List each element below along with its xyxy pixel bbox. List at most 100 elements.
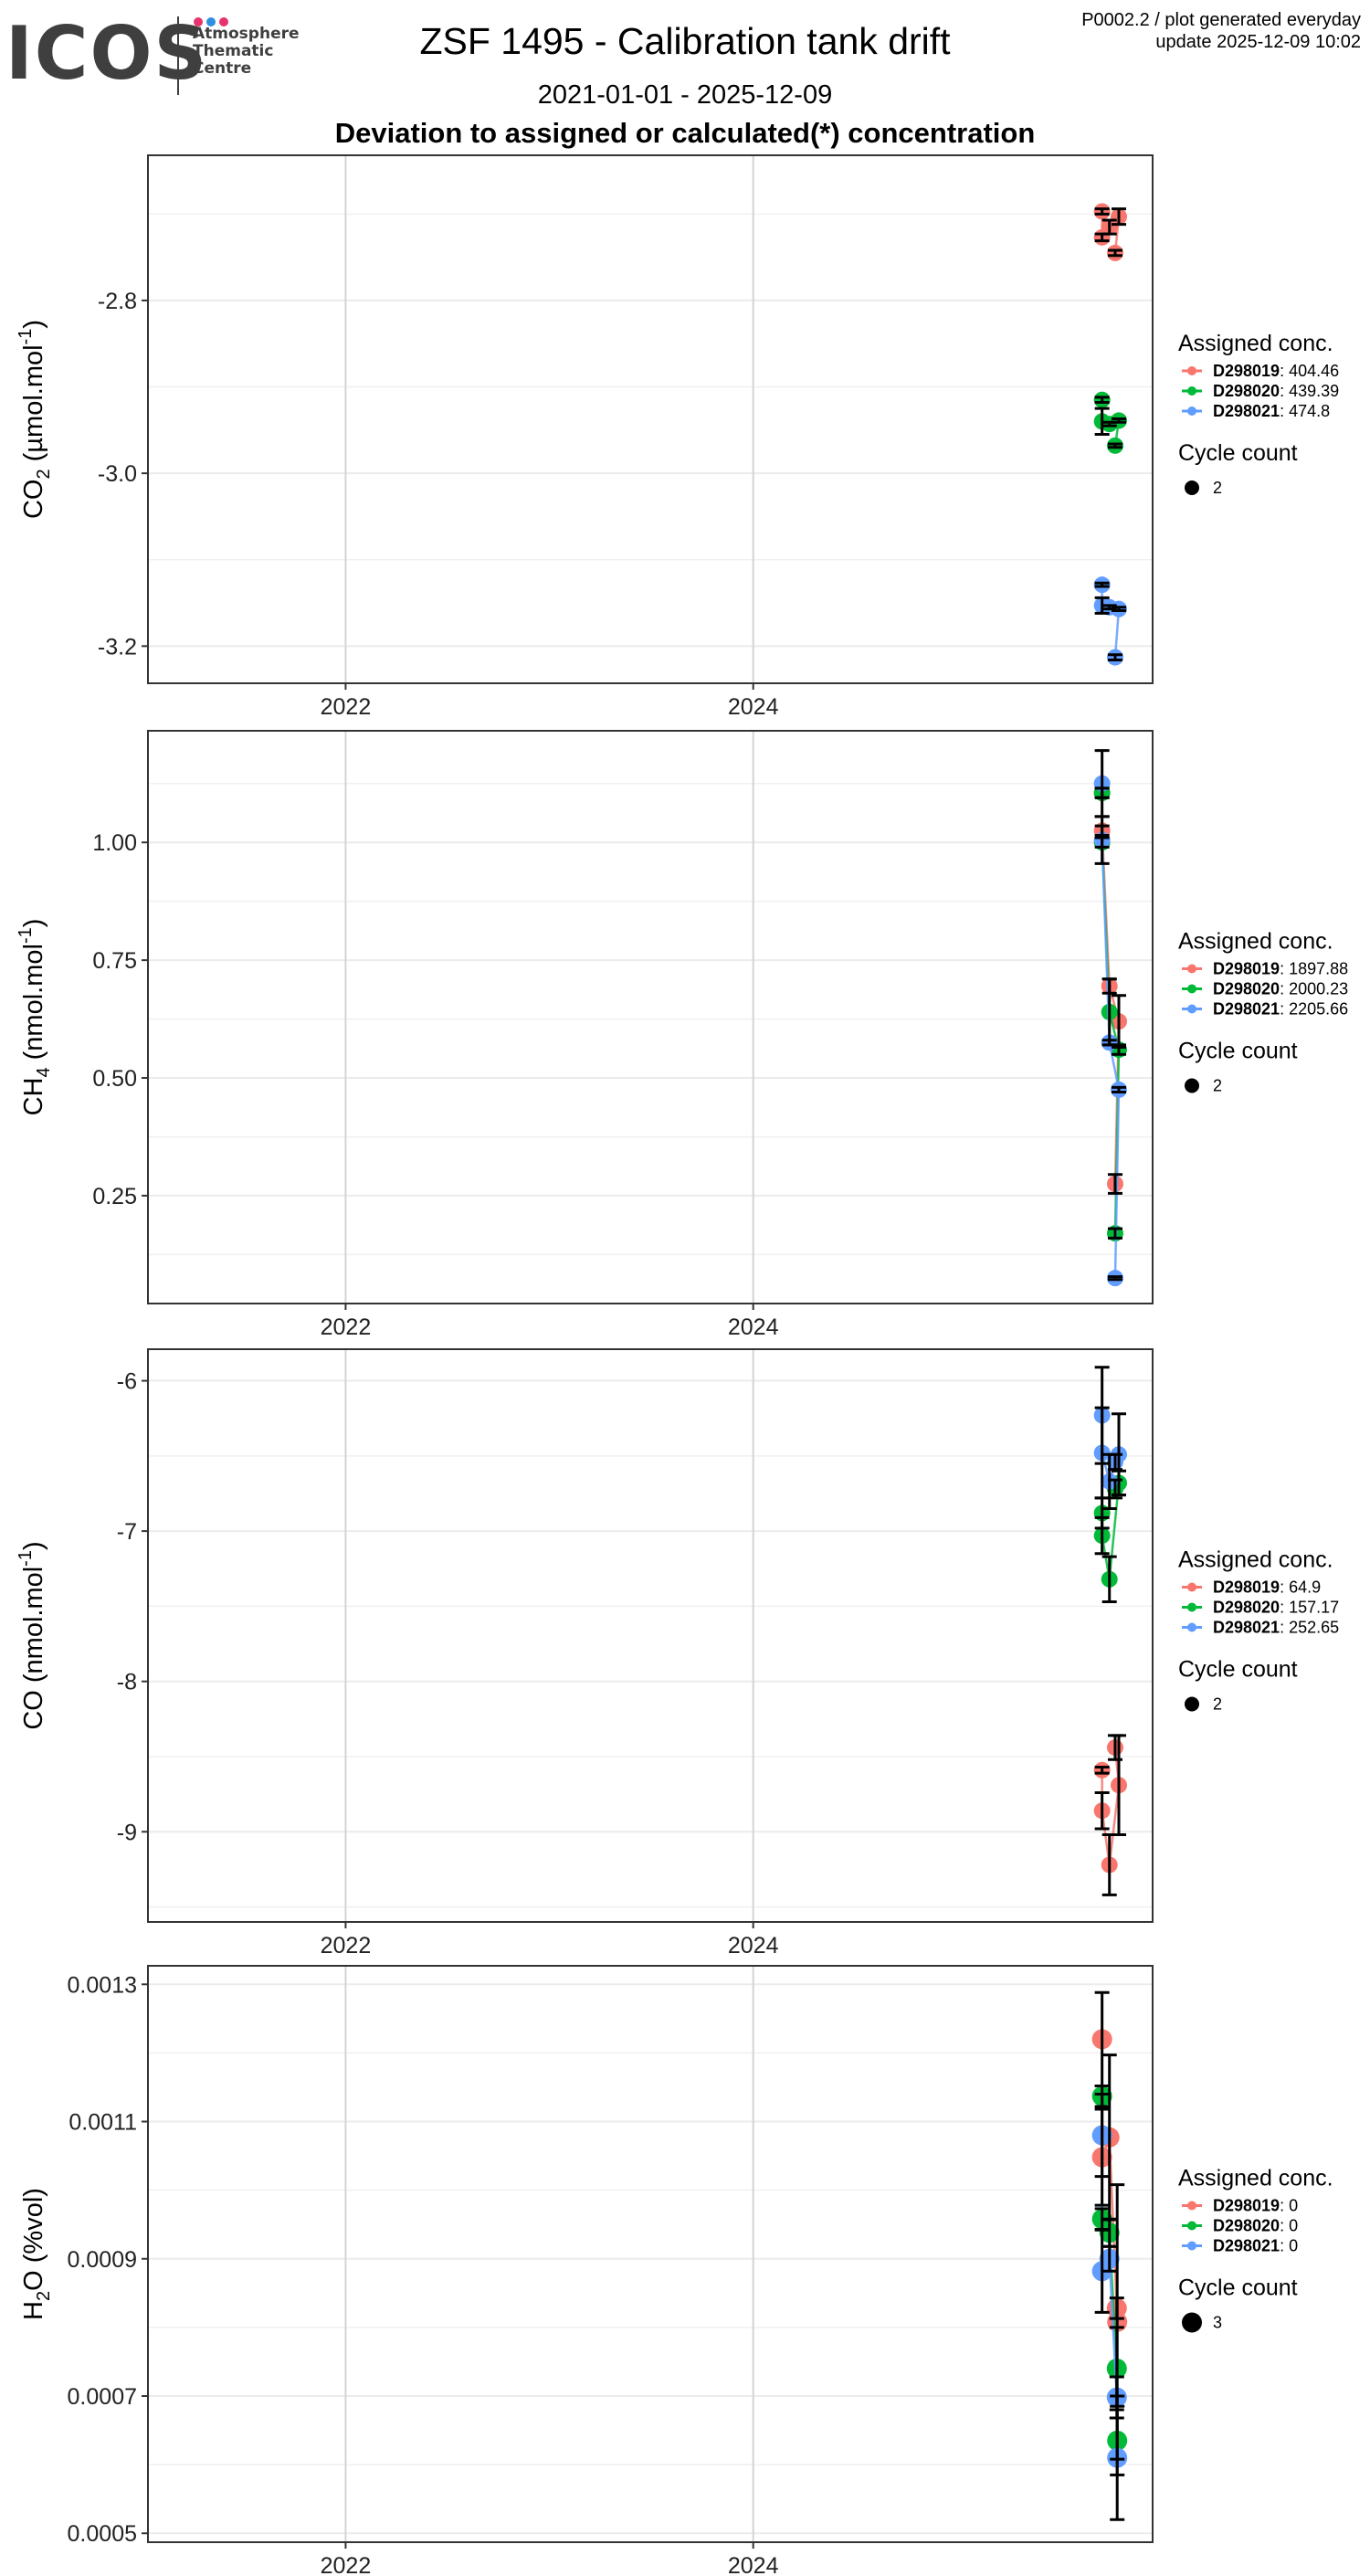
legend-entry: D298021: 474.8 — [1213, 402, 1330, 420]
section-title: Deviation to assigned or calculated(*) c… — [334, 117, 1036, 149]
panel-border — [147, 154, 1154, 684]
legend-key-point — [1187, 1602, 1196, 1612]
y-axis-title-close: ) — [19, 2188, 48, 2197]
legend-key-point — [1187, 2241, 1196, 2251]
y-axis-title-unit: O (%vol — [19, 2197, 48, 2291]
y-tick-label: -8 — [117, 1670, 137, 1695]
legend-entry-value: : 2000.23 — [1280, 980, 1348, 998]
legend-entry-tank: D298019 — [1213, 1578, 1280, 1597]
legend-entry-tank: D298020 — [1213, 382, 1280, 400]
y-tick-label: 0.50 — [92, 1066, 137, 1092]
legend-size-value: 2 — [1213, 1077, 1222, 1095]
plot-background — [148, 1349, 1153, 1922]
y-axis-title-superscript: -1 — [16, 927, 36, 944]
legend-entry-tank: D298021 — [1213, 2237, 1280, 2255]
y-axis-title-superscript: -1 — [16, 329, 36, 345]
legend-entry-tank: D298020 — [1213, 1599, 1280, 1617]
x-tick-label: 2022 — [321, 2553, 372, 2576]
legend-size-key — [1182, 2312, 1202, 2333]
y-axis-title-main: CH — [19, 1078, 48, 1116]
x-tick-label: 2024 — [728, 1314, 779, 1340]
legend-key-point — [1187, 984, 1196, 994]
logo-subtitle-line: Centre — [193, 59, 252, 78]
plot-background — [148, 1966, 1153, 2542]
legend-key-point — [1187, 2201, 1196, 2211]
panel-h2o: 0.0013 0.0011 0.0009 0.0007 0.0005 2022 2024 H2… — [19, 1965, 1333, 2576]
legend-size-key — [1185, 1078, 1199, 1093]
legend-entry-tank: D298021 — [1213, 1619, 1280, 1637]
panel-co: -6 -7 -8 -9 2022 2024 CO (nmol.mol-1) Assigned … — [16, 1348, 1339, 1958]
legend-entry-value: : 474.8 — [1280, 402, 1330, 420]
y-tick-label: 0.0011 — [68, 2110, 137, 2136]
y-axis-title-main: CO — [19, 480, 48, 520]
legend-entry-tank: D298019 — [1213, 960, 1280, 978]
legend-entry: D298020: 0 — [1213, 2217, 1298, 2235]
x-tick-label: 2022 — [321, 1933, 372, 1958]
legend-entry-value: : 439.39 — [1280, 382, 1339, 400]
x-tick-label: 2022 — [321, 694, 372, 720]
legend-entry-value: : 252.65 — [1280, 1619, 1339, 1637]
y-tick-label: 0.0005 — [68, 2521, 137, 2547]
logo-dot — [194, 17, 203, 26]
y-tick-label: 0.0009 — [68, 2247, 137, 2273]
y-axis-title: CO2 (µmol.mol-1) — [16, 320, 54, 519]
legend-entry-value: : 0 — [1280, 2237, 1298, 2255]
legend-entry-value: : 64.9 — [1280, 1578, 1321, 1597]
legend-size-title: Cycle count — [1178, 2275, 1298, 2301]
y-axis-title-close: ) — [19, 1541, 48, 1550]
y-tick-label: 0.0013 — [68, 1972, 137, 1998]
y-axis-title-unit: (nmol.mol — [19, 1567, 48, 1690]
logo-dot — [219, 17, 228, 26]
y-axis-title-unit: (nmol.mol — [19, 944, 48, 1067]
legend-entry-value: : 2205.66 — [1280, 1000, 1348, 1019]
legend-entry: D298021: 252.65 — [1213, 1619, 1339, 1637]
y-axis-title-subscript: 4 — [34, 1067, 54, 1077]
y-axis-title-main: CO — [19, 1690, 48, 1730]
legend-entry-tank: D298021 — [1213, 1000, 1280, 1019]
legend-title: Assigned conc. — [1178, 929, 1333, 955]
y-axis-title: CO (nmol.mol-1) — [16, 1541, 48, 1729]
y-tick-label: 0.25 — [92, 1184, 137, 1209]
legend-entry: D298021: 0 — [1213, 2237, 1298, 2255]
x-tick-label: 2024 — [728, 694, 779, 720]
legend-size-title: Cycle count — [1178, 1039, 1298, 1064]
legend-key-point — [1187, 2221, 1196, 2231]
legend-size-title: Cycle count — [1178, 1657, 1298, 1683]
legend-entry: D298019: 0 — [1213, 2197, 1298, 2215]
legend-entry: D298019: 404.46 — [1213, 362, 1339, 380]
y-tick-label: 1.00 — [92, 830, 137, 856]
page-title: ZSF 1495 - Calibration tank drift — [419, 20, 951, 62]
plot-background — [148, 155, 1153, 683]
legend-key-point — [1187, 386, 1196, 396]
legend-entry-tank: D298019 — [1213, 362, 1280, 380]
legend-title: Assigned conc. — [1178, 1547, 1333, 1573]
panel-border — [147, 730, 1154, 1304]
legend-key-point — [1187, 406, 1196, 416]
legend-entry-value: : 0 — [1280, 2197, 1298, 2215]
y-axis-title-close: ) — [19, 919, 48, 928]
x-tick-label: 2024 — [728, 2553, 779, 2576]
y-axis-title-superscript: -1 — [16, 1550, 36, 1567]
legend-entry: D298019: 64.9 — [1213, 1578, 1321, 1597]
legend-key-point — [1187, 964, 1196, 974]
legend-entry: D298020: 2000.23 — [1213, 980, 1348, 998]
legend-size-value: 2 — [1213, 479, 1222, 497]
legend-key-point — [1187, 1004, 1196, 1014]
date-range: 2021-01-01 - 2025-12-09 — [537, 80, 833, 110]
legend-title: Assigned conc. — [1178, 331, 1333, 356]
x-tick-label: 2024 — [728, 1933, 779, 1958]
y-tick-label: 0.0007 — [68, 2384, 137, 2410]
legend-entry-value: : 0 — [1280, 2217, 1298, 2235]
legend-entry-value: : 404.46 — [1280, 362, 1339, 380]
y-tick-label: -9 — [117, 1820, 137, 1845]
plot-info: P0002.2 / plot generated everyday update… — [1081, 9, 1361, 53]
legend-entry: D298021: 2205.66 — [1213, 1000, 1348, 1019]
y-axis-title-subscript: 2 — [34, 469, 54, 479]
legend-entry: D298020: 157.17 — [1213, 1599, 1339, 1617]
legend-key-point — [1187, 366, 1196, 375]
legend-size-title: Cycle count — [1178, 440, 1298, 466]
